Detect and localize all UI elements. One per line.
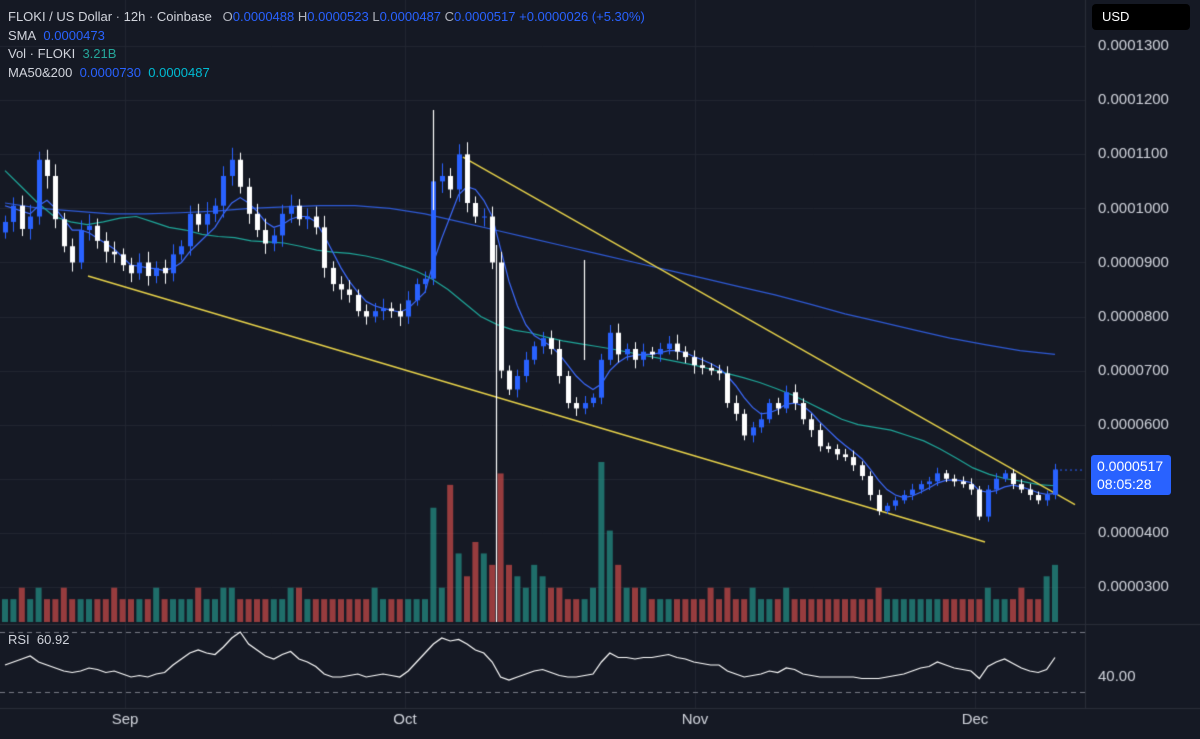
ma-row[interactable]: MA50&200 0.0000730 0.0000487: [8, 64, 645, 83]
open-value: 0.0000488: [232, 9, 295, 24]
chart-legend: FLOKI / US Dollar · 12h · Coinbase O0.00…: [8, 8, 645, 82]
open-key: O: [222, 9, 233, 24]
sma-label: SMA: [8, 27, 37, 43]
sma-value: 0.0000473: [43, 27, 105, 43]
sma-row[interactable]: SMA 0.0000473: [8, 27, 645, 46]
rsi-legend[interactable]: RSI 60.92: [8, 632, 69, 647]
symbol-row: FLOKI / US Dollar · 12h · Coinbase O0.00…: [8, 9, 645, 24]
close-value: 0.0000517: [454, 9, 516, 24]
last-price-tag: 0.0000517 08:05:28: [1091, 455, 1171, 495]
ma-label: MA50&200: [8, 64, 73, 80]
close-key: C: [444, 9, 455, 24]
high-key: H: [297, 9, 308, 24]
exchange-label: Coinbase: [156, 9, 212, 24]
currency-select-button[interactable]: USD: [1092, 4, 1190, 30]
high-value: 0.0000523: [307, 9, 369, 24]
ma200-value: 0.0000487: [148, 64, 210, 80]
volume-value: 3.21B: [82, 46, 117, 61]
low-key: L: [372, 9, 380, 24]
change-value: +0.0000026 (+5.30%): [519, 9, 645, 24]
rsi-value: 60.92: [36, 632, 70, 647]
volume-label: Vol · FLOKI: [8, 46, 76, 61]
low-value: 0.0000487: [379, 9, 442, 24]
interval-label: 12h: [123, 9, 146, 24]
bar-countdown: 08:05:28: [1097, 476, 1152, 492]
symbol-label: FLOKI / US Dollar: [8, 9, 113, 24]
last-price-value: 0.0000517: [1097, 458, 1164, 474]
ma50-value: 0.0000730: [79, 64, 142, 80]
rsi-label: RSI: [8, 632, 30, 647]
volume-row[interactable]: Vol · FLOKI 3.21B: [8, 45, 645, 64]
